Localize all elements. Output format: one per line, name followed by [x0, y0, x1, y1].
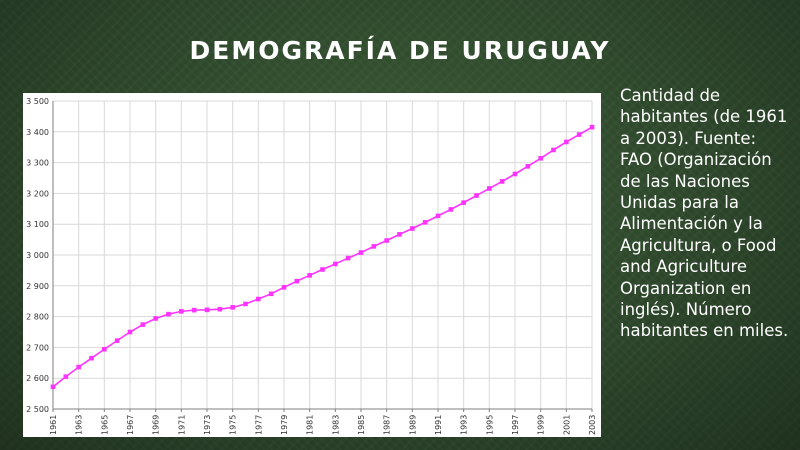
slide-title: DEMOGRAFÍA DE URUGUAY — [189, 36, 611, 65]
chart-panel: 2 500 2 600 2 700 2 800 2 900 3 000 3 100 3 200… — [23, 93, 601, 437]
population-line-chart: 2 500 2 600 2 700 2 800 2 900 3 000 3 100 3 200… — [26, 97, 597, 435]
data-point — [410, 226, 415, 231]
data-point — [474, 193, 479, 198]
data-point — [333, 261, 338, 267]
data-point — [217, 306, 223, 312]
x-tick-label: 1979 — [280, 415, 289, 435]
x-tick-label: 1967 — [126, 415, 135, 435]
x-tick-label: 1985 — [357, 415, 366, 435]
x-tick-label: 1975 — [229, 415, 238, 435]
x-tick-label: 1999 — [537, 415, 546, 435]
data-point — [50, 384, 56, 390]
data-point — [487, 186, 492, 191]
data-point — [294, 278, 300, 284]
data-point — [191, 307, 197, 313]
data-point — [102, 346, 107, 352]
data-point — [114, 338, 120, 343]
data-point — [243, 301, 248, 307]
axes — [52, 101, 593, 412]
data-point — [358, 250, 364, 255]
y-tick-label: 2 600 — [26, 374, 49, 383]
y-tick-label: 2 800 — [26, 313, 49, 322]
data-point — [512, 171, 518, 177]
data-point — [127, 329, 133, 335]
chart-description: Cantidad de habitantes (de 1961 a 2003).… — [620, 86, 789, 341]
x-tick-label: 1971 — [177, 415, 186, 435]
data-point — [89, 355, 94, 361]
data-point — [307, 273, 312, 278]
y-tick-label: 3 000 — [26, 251, 49, 260]
x-tick-label: 1961 — [49, 415, 58, 435]
data-point — [576, 132, 582, 137]
x-tick-labels: 1961 1963 1965 1967 1969 1971 1973 1975 1977 1979… — [49, 415, 597, 435]
data-point — [551, 147, 556, 153]
data-point — [140, 322, 146, 327]
x-tick-label: 1989 — [408, 415, 417, 435]
y-tick-label: 3 300 — [26, 159, 49, 168]
grid-lines — [52, 100, 593, 410]
data-point — [538, 155, 543, 161]
data-point — [76, 364, 81, 370]
y-tick-label: 3 400 — [26, 128, 49, 137]
x-tick-label: 1977 — [254, 415, 263, 435]
x-tick-label: 1963 — [75, 415, 84, 435]
x-tick-label: 1991 — [434, 415, 443, 435]
data-point — [179, 309, 184, 314]
data-point — [525, 163, 531, 169]
x-tick-label: 1965 — [100, 415, 109, 435]
data-point — [448, 207, 454, 212]
x-tick-label: 1969 — [152, 415, 161, 435]
data-point — [153, 316, 158, 321]
data-point — [461, 200, 466, 205]
y-tick-label: 2 700 — [26, 343, 49, 352]
data-point — [435, 213, 441, 219]
data-point — [371, 244, 377, 249]
series-markers — [50, 124, 595, 390]
x-tick-label: 1981 — [306, 415, 315, 435]
data-point — [281, 285, 287, 290]
data-point — [564, 139, 569, 145]
data-point — [499, 179, 505, 184]
data-point — [63, 374, 69, 379]
y-tick-label: 3 200 — [26, 189, 49, 198]
y-tick-label: 2 500 — [26, 405, 49, 414]
data-point — [589, 124, 595, 130]
x-tick-label: 1993 — [460, 415, 469, 435]
data-point — [422, 220, 428, 225]
data-point — [320, 267, 325, 272]
y-tick-label: 3 500 — [26, 97, 49, 106]
x-tick-label: 1995 — [485, 415, 494, 435]
x-tick-label: 1997 — [511, 415, 520, 435]
y-tick-label: 2 900 — [26, 282, 49, 291]
x-tick-label: 2001 — [562, 415, 571, 435]
data-point — [397, 232, 402, 237]
x-tick-label: 1983 — [331, 415, 340, 435]
data-point — [268, 291, 274, 297]
data-point — [256, 296, 261, 302]
x-tick-label: 1987 — [383, 415, 392, 435]
data-point — [166, 311, 171, 317]
data-point — [384, 238, 389, 243]
y-tick-label: 3 100 — [26, 220, 49, 229]
x-tick-label: 2003 — [588, 415, 597, 435]
y-tick-labels: 2 500 2 600 2 700 2 800 2 900 3 000 3 100 3 200… — [26, 97, 49, 414]
data-point — [204, 307, 210, 313]
data-point — [230, 305, 235, 310]
data-point — [345, 255, 351, 261]
x-tick-label: 1973 — [203, 415, 212, 435]
